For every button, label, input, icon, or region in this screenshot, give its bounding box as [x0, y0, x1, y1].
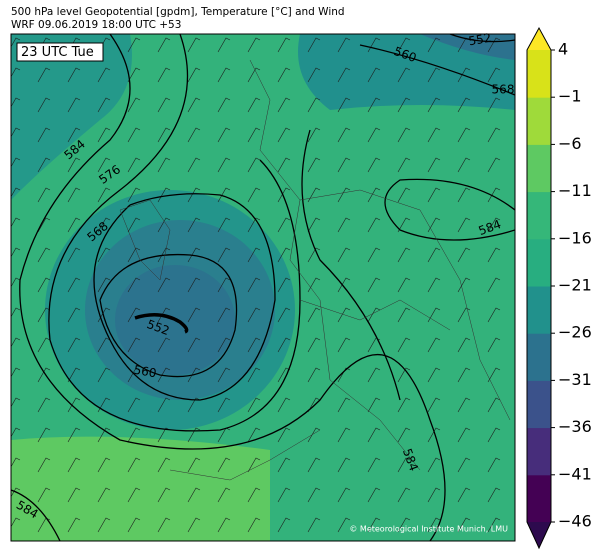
colorbar-tick-label: −41 [558, 464, 592, 483]
colorbar-extend [527, 522, 551, 548]
wind-barbs [11, 34, 515, 541]
contour-label: 568 [492, 83, 515, 97]
colorbar-band [527, 380, 551, 429]
colorbar-band [527, 144, 551, 193]
colorbar: −46 −41 −36 −31 −26 −21 −16 −11 −6 −1 4 [526, 26, 592, 550]
contour-label: 560 [133, 363, 158, 381]
header-line: WRF 09.06.2019 18:00 UTC +53 [11, 19, 181, 31]
colorbar-band [527, 333, 551, 381]
map-frame [10, 33, 516, 542]
colorbar-tick-label: −11 [558, 181, 592, 200]
time-label: 23 UTC Tue [21, 45, 94, 60]
map [11, 34, 515, 541]
colorbar-band [527, 191, 551, 240]
colorbar-tick-label: −46 [558, 512, 592, 531]
colorbar-tick-label: −21 [558, 276, 592, 295]
colorbar-band [527, 50, 551, 98]
contour-label: 552 [467, 31, 492, 49]
credit: © Meteorological Institute Munich, LMU [349, 525, 508, 534]
colorbar-tick-label: −26 [558, 323, 592, 342]
colorbar-tick-label: −6 [558, 134, 582, 153]
colorbar-band [527, 286, 551, 334]
colorbar-extend [527, 28, 551, 50]
time-box [16, 42, 104, 62]
borders [119, 59, 511, 481]
colorbar-band [527, 97, 551, 145]
header-line: 500 hPa level Geopotential [gpdm], Tempe… [11, 6, 345, 18]
colorbar-tick-label: −36 [558, 417, 592, 436]
colorbar-band [527, 427, 551, 476]
colorbar-tick-label: −31 [558, 370, 592, 389]
colorbar-tick-label: −1 [558, 87, 582, 106]
colorbar-band [527, 238, 551, 287]
contours [11, 34, 515, 541]
colorbar-tick-label: 4 [558, 40, 568, 59]
colorbar-band [527, 474, 551, 523]
colorbar-tick-label: −16 [558, 228, 592, 247]
